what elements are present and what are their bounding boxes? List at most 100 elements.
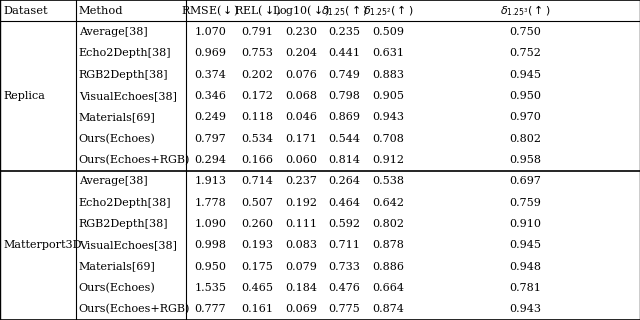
Text: 0.441: 0.441 — [328, 48, 360, 58]
Text: 0.945: 0.945 — [509, 240, 541, 250]
Text: $\delta_{1.25^2}(\uparrow)$: $\delta_{1.25^2}(\uparrow)$ — [363, 4, 413, 18]
Text: Dataset: Dataset — [3, 6, 48, 16]
Text: 0.775: 0.775 — [328, 304, 360, 314]
Text: 0.798: 0.798 — [328, 91, 360, 101]
Text: 0.374: 0.374 — [195, 70, 227, 80]
Text: REL($\downarrow$): REL($\downarrow$) — [234, 4, 281, 18]
Text: 0.592: 0.592 — [328, 219, 360, 229]
Text: VisualEchoes[38]: VisualEchoes[38] — [79, 240, 177, 250]
Text: 0.998: 0.998 — [195, 240, 227, 250]
Text: 0.184: 0.184 — [285, 283, 317, 293]
Text: 0.346: 0.346 — [195, 91, 227, 101]
Text: 0.161: 0.161 — [241, 304, 273, 314]
Text: 0.714: 0.714 — [241, 176, 273, 186]
Text: 0.733: 0.733 — [328, 262, 360, 272]
Text: 0.791: 0.791 — [241, 27, 273, 37]
Text: 0.958: 0.958 — [509, 155, 541, 165]
Text: 0.111: 0.111 — [285, 219, 317, 229]
Text: 0.538: 0.538 — [372, 176, 404, 186]
Text: 1.090: 1.090 — [195, 219, 227, 229]
Text: 0.753: 0.753 — [241, 48, 273, 58]
Text: 0.802: 0.802 — [372, 219, 404, 229]
Text: 1.913: 1.913 — [195, 176, 227, 186]
Text: 0.249: 0.249 — [195, 112, 227, 122]
Text: 0.759: 0.759 — [509, 198, 541, 208]
Text: 0.076: 0.076 — [285, 70, 317, 80]
Text: Method: Method — [79, 6, 124, 16]
Text: Ours(Echoes+RGB): Ours(Echoes+RGB) — [79, 155, 190, 165]
Text: 0.802: 0.802 — [509, 134, 541, 144]
Text: 0.118: 0.118 — [241, 112, 273, 122]
Text: 0.230: 0.230 — [285, 27, 317, 37]
Text: 0.869: 0.869 — [328, 112, 360, 122]
Text: Average[38]: Average[38] — [79, 176, 147, 186]
Text: Ours(Echoes+RGB): Ours(Echoes+RGB) — [79, 304, 190, 315]
Text: 0.294: 0.294 — [195, 155, 227, 165]
Text: 0.781: 0.781 — [509, 283, 541, 293]
Text: 0.883: 0.883 — [372, 70, 404, 80]
Text: 0.060: 0.060 — [285, 155, 317, 165]
Text: Replica: Replica — [3, 91, 45, 101]
Text: Materials[69]: Materials[69] — [79, 112, 156, 122]
Text: 0.172: 0.172 — [241, 91, 273, 101]
Text: 0.235: 0.235 — [328, 27, 360, 37]
Text: 0.708: 0.708 — [372, 134, 404, 144]
Text: 0.943: 0.943 — [372, 112, 404, 122]
Text: Ours(Echoes): Ours(Echoes) — [79, 283, 156, 293]
Text: 0.711: 0.711 — [328, 240, 360, 250]
Text: 0.912: 0.912 — [372, 155, 404, 165]
Text: RGB2Depth[38]: RGB2Depth[38] — [79, 219, 168, 229]
Text: Materials[69]: Materials[69] — [79, 262, 156, 272]
Text: Matterport3D: Matterport3D — [3, 240, 82, 250]
Text: 0.509: 0.509 — [372, 27, 404, 37]
Text: 0.910: 0.910 — [509, 219, 541, 229]
Text: 0.534: 0.534 — [241, 134, 273, 144]
Text: 0.970: 0.970 — [509, 112, 541, 122]
Text: RMSE($\downarrow$): RMSE($\downarrow$) — [181, 4, 240, 18]
Text: 1.070: 1.070 — [195, 27, 227, 37]
Text: 0.237: 0.237 — [285, 176, 317, 186]
Text: 0.476: 0.476 — [328, 283, 360, 293]
Text: Ours(Echoes): Ours(Echoes) — [79, 133, 156, 144]
Text: VisualEchoes[38]: VisualEchoes[38] — [79, 91, 177, 101]
Text: $\delta_{1.25^3}(\uparrow)$: $\delta_{1.25^3}(\uparrow)$ — [500, 4, 550, 18]
Text: Average[38]: Average[38] — [79, 27, 147, 37]
Text: 0.950: 0.950 — [509, 91, 541, 101]
Text: 0.777: 0.777 — [195, 304, 227, 314]
Text: RGB2Depth[38]: RGB2Depth[38] — [79, 70, 168, 80]
Text: 1.535: 1.535 — [195, 283, 227, 293]
Text: 0.046: 0.046 — [285, 112, 317, 122]
Text: Echo2Depth[38]: Echo2Depth[38] — [79, 198, 172, 208]
Text: 0.749: 0.749 — [328, 70, 360, 80]
Text: 0.202: 0.202 — [241, 70, 273, 80]
Text: 0.079: 0.079 — [285, 262, 317, 272]
Text: Echo2Depth[38]: Echo2Depth[38] — [79, 48, 172, 58]
Text: 0.905: 0.905 — [372, 91, 404, 101]
Text: 0.945: 0.945 — [509, 70, 541, 80]
Text: 0.664: 0.664 — [372, 283, 404, 293]
Text: 0.193: 0.193 — [241, 240, 273, 250]
Text: 0.465: 0.465 — [241, 283, 273, 293]
Text: 0.950: 0.950 — [195, 262, 227, 272]
Text: 0.814: 0.814 — [328, 155, 360, 165]
Text: 0.697: 0.697 — [509, 176, 541, 186]
Text: 0.878: 0.878 — [372, 240, 404, 250]
Text: 0.943: 0.943 — [509, 304, 541, 314]
Text: 0.068: 0.068 — [285, 91, 317, 101]
Text: 0.752: 0.752 — [509, 48, 541, 58]
Text: 0.083: 0.083 — [285, 240, 317, 250]
Text: 0.260: 0.260 — [241, 219, 273, 229]
Text: Log10($\downarrow$): Log10($\downarrow$) — [271, 3, 330, 18]
Text: 0.264: 0.264 — [328, 176, 360, 186]
Text: 0.969: 0.969 — [195, 48, 227, 58]
Text: 0.507: 0.507 — [241, 198, 273, 208]
Text: 0.797: 0.797 — [195, 134, 227, 144]
Text: 0.464: 0.464 — [328, 198, 360, 208]
Text: 0.204: 0.204 — [285, 48, 317, 58]
Text: 0.166: 0.166 — [241, 155, 273, 165]
Text: 0.874: 0.874 — [372, 304, 404, 314]
Text: 0.948: 0.948 — [509, 262, 541, 272]
Text: 0.175: 0.175 — [241, 262, 273, 272]
Text: 0.171: 0.171 — [285, 134, 317, 144]
Text: 0.886: 0.886 — [372, 262, 404, 272]
